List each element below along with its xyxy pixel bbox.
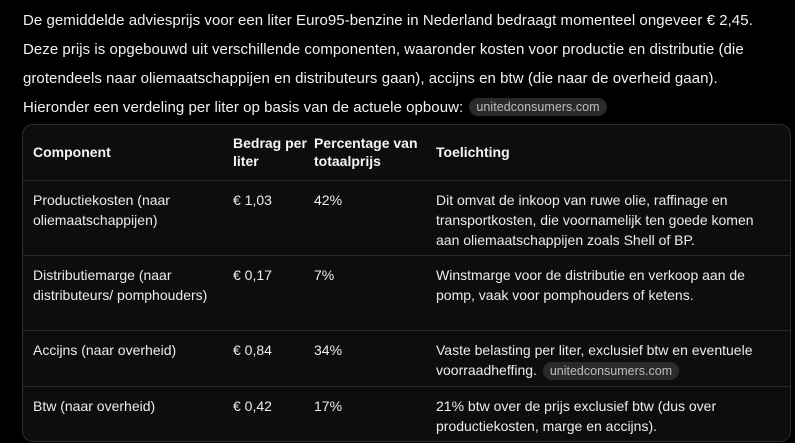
cell-amount: € 0,84 xyxy=(233,341,272,358)
header-amount: Bedrag per liter xyxy=(233,135,307,170)
cell-percentage: 34% xyxy=(314,341,343,358)
explanation-text: Dit omvat de inkoop van ruwe olie, raffi… xyxy=(436,191,754,248)
cell-explanation: Dit omvat de inkoop van ruwe olie, raffi… xyxy=(436,180,790,255)
explanation-text: Vaste belasting per liter, exclusief btw… xyxy=(436,341,753,378)
table-header-row: Component Bedrag per liter Percentage va… xyxy=(23,125,790,180)
intro-paragraph: De gemiddelde adviesprijs voor een liter… xyxy=(23,6,785,122)
cell-amount: € 1,03 xyxy=(233,191,272,208)
header-percentage: Percentage van totaalprijs xyxy=(314,135,418,170)
cell-percentage: 7% xyxy=(314,266,335,283)
header-explanation: Toelichting xyxy=(436,144,510,161)
cell-amount: € 0,42 xyxy=(233,397,272,414)
explanation-text: Winstmarge voor de distributie en verkoo… xyxy=(436,266,745,303)
cell-component: Productiekosten (naar oliemaatschappijen… xyxy=(33,191,170,228)
citation-chip[interactable]: unitedconsumers.com xyxy=(542,361,680,380)
cell-explanation: 21% btw over de prijs exclusief btw (dus… xyxy=(436,386,790,440)
price-breakdown-table-container: Component Bedrag per liter Percentage va… xyxy=(22,124,791,442)
cell-component: Btw (naar overheid) xyxy=(33,397,156,414)
intro-text: De gemiddelde adviesprijs voor een liter… xyxy=(23,12,753,116)
table-row: Productiekosten (naar oliemaatschappijen… xyxy=(23,180,790,255)
table-row: Accijns (naar overheid) € 0,84 34% Vaste… xyxy=(23,330,790,386)
cell-explanation: Vaste belasting per liter, exclusief btw… xyxy=(436,330,790,386)
cell-percentage: 42% xyxy=(314,191,343,208)
citation-chip[interactable]: unitedconsumers.com xyxy=(469,98,607,116)
table-row: Btw (naar overheid) € 0,42 17% 21% btw o… xyxy=(23,386,790,440)
cell-component: Accijns (naar overheid) xyxy=(33,341,177,358)
header-component: Component xyxy=(33,144,111,161)
price-breakdown-table: Component Bedrag per liter Percentage va… xyxy=(23,125,790,440)
cell-amount: € 0,17 xyxy=(233,266,272,283)
explanation-text: 21% btw over de prijs exclusief btw (dus… xyxy=(436,397,717,434)
cell-component: Distributiemarge (naar distributeurs/ po… xyxy=(33,266,208,303)
cell-percentage: 17% xyxy=(314,397,343,414)
table-row: Distributiemarge (naar distributeurs/ po… xyxy=(23,255,790,330)
cell-explanation: Winstmarge voor de distributie en verkoo… xyxy=(436,255,790,330)
